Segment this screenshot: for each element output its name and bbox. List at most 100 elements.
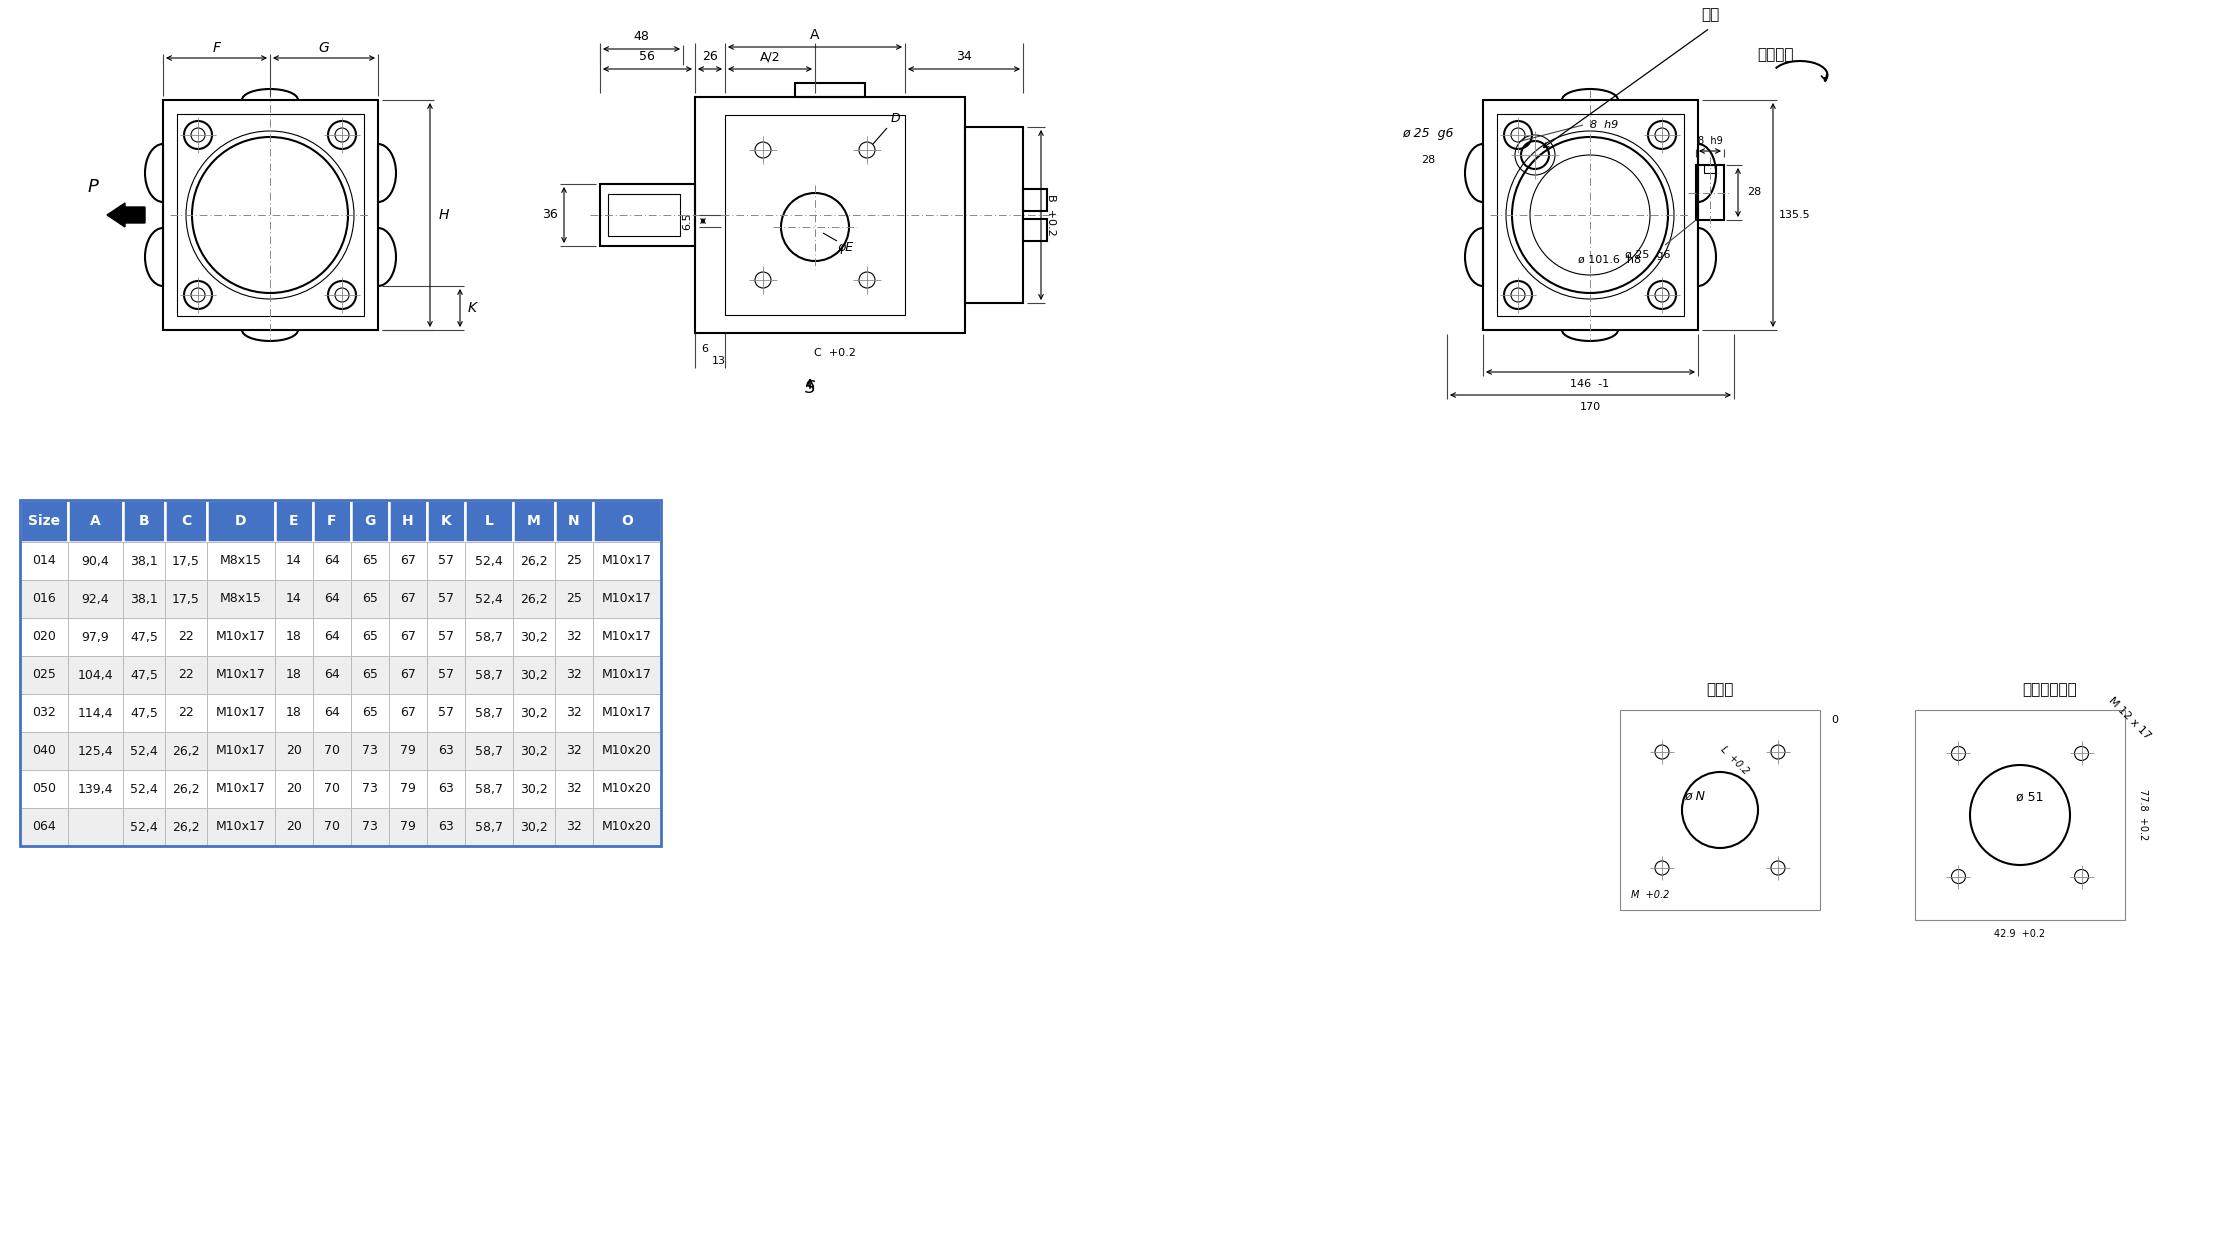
Bar: [166, 694, 206, 731]
Text: ø 101.6  h8: ø 101.6 h8: [1579, 255, 1641, 265]
Text: A: A: [91, 515, 102, 528]
Bar: [20, 542, 69, 579]
Bar: [514, 770, 556, 807]
Text: 26,2: 26,2: [173, 821, 199, 834]
Bar: [556, 770, 593, 807]
Bar: [390, 807, 427, 846]
Bar: [312, 770, 352, 807]
Text: F: F: [328, 515, 337, 528]
Bar: [352, 807, 390, 846]
Bar: [465, 579, 514, 618]
Text: C: C: [182, 515, 190, 528]
Bar: [1705, 164, 1716, 173]
Bar: [556, 542, 593, 579]
Text: 064: 064: [33, 821, 55, 834]
Bar: [206, 655, 275, 694]
Bar: [1483, 100, 1698, 330]
Bar: [593, 618, 662, 655]
Bar: [312, 807, 352, 846]
Text: 20: 20: [286, 821, 301, 834]
Bar: [390, 694, 427, 731]
Text: 軸心: 軸心: [1700, 7, 1718, 22]
Bar: [514, 731, 556, 770]
Text: 26,2: 26,2: [173, 782, 199, 795]
Text: M: M: [527, 515, 540, 528]
Bar: [20, 807, 69, 846]
Text: 30,2: 30,2: [520, 821, 547, 834]
Text: 65: 65: [363, 630, 379, 643]
Bar: [206, 579, 275, 618]
Text: 20: 20: [286, 745, 301, 758]
Bar: [965, 127, 1023, 303]
Bar: [69, 579, 124, 618]
Bar: [465, 770, 514, 807]
Bar: [390, 655, 427, 694]
Text: 52,4: 52,4: [131, 821, 157, 834]
Text: 70: 70: [323, 821, 341, 834]
Bar: [164, 100, 379, 330]
Bar: [556, 618, 593, 655]
Text: M8x15: M8x15: [219, 593, 261, 606]
Text: Size: Size: [29, 515, 60, 528]
Text: 30,2: 30,2: [520, 706, 547, 719]
Text: 22: 22: [177, 630, 195, 643]
Text: N: N: [569, 515, 580, 528]
Bar: [312, 618, 352, 655]
Bar: [312, 542, 352, 579]
Text: 040: 040: [31, 745, 55, 758]
Text: 28: 28: [1421, 155, 1435, 164]
Text: 79: 79: [401, 782, 416, 795]
Text: 47,5: 47,5: [131, 669, 157, 682]
Text: 135.5: 135.5: [1780, 211, 1811, 221]
Text: B: B: [139, 515, 148, 528]
Bar: [514, 618, 556, 655]
Bar: [312, 731, 352, 770]
Text: 73: 73: [363, 821, 379, 834]
Bar: [390, 770, 427, 807]
Bar: [556, 655, 593, 694]
Text: ø 25  g6: ø 25 g6: [1401, 127, 1455, 140]
Bar: [465, 542, 514, 579]
Text: 64: 64: [323, 706, 341, 719]
Text: M10x17: M10x17: [602, 706, 651, 719]
Bar: [556, 731, 593, 770]
Bar: [275, 542, 312, 579]
Text: 8  h9: 8 h9: [1698, 136, 1722, 146]
Text: M10x20: M10x20: [602, 745, 651, 758]
Text: 67: 67: [401, 554, 416, 567]
Bar: [166, 655, 206, 694]
Bar: [206, 694, 275, 731]
Text: 146  -1: 146 -1: [1570, 379, 1610, 389]
Text: 14: 14: [286, 593, 301, 606]
Text: 26,2: 26,2: [520, 554, 547, 567]
Text: 加大的入油口: 加大的入油口: [2024, 683, 2077, 698]
Text: ø 25  g6: ø 25 g6: [1625, 250, 1672, 260]
Bar: [352, 731, 390, 770]
Text: 32: 32: [567, 669, 582, 682]
Bar: [124, 579, 166, 618]
Text: 56: 56: [640, 51, 655, 64]
Text: 57: 57: [438, 630, 454, 643]
Text: M10x17: M10x17: [602, 593, 651, 606]
Bar: [1621, 710, 1820, 910]
Bar: [275, 655, 312, 694]
Text: 34: 34: [956, 51, 972, 64]
Bar: [206, 807, 275, 846]
Text: M10x17: M10x17: [602, 669, 651, 682]
Bar: [390, 500, 427, 542]
Text: 57: 57: [438, 706, 454, 719]
Bar: [514, 807, 556, 846]
Text: 57: 57: [438, 554, 454, 567]
Text: 25: 25: [567, 554, 582, 567]
Text: 30,2: 30,2: [520, 782, 547, 795]
Text: 58,7: 58,7: [476, 630, 503, 643]
Bar: [556, 579, 593, 618]
Text: 020: 020: [31, 630, 55, 643]
Text: 114,4: 114,4: [77, 706, 113, 719]
Text: M10x17: M10x17: [217, 821, 266, 834]
Bar: [312, 655, 352, 694]
Text: 65: 65: [363, 669, 379, 682]
Bar: [465, 807, 514, 846]
Text: S: S: [804, 379, 815, 397]
Text: M10x17: M10x17: [217, 745, 266, 758]
